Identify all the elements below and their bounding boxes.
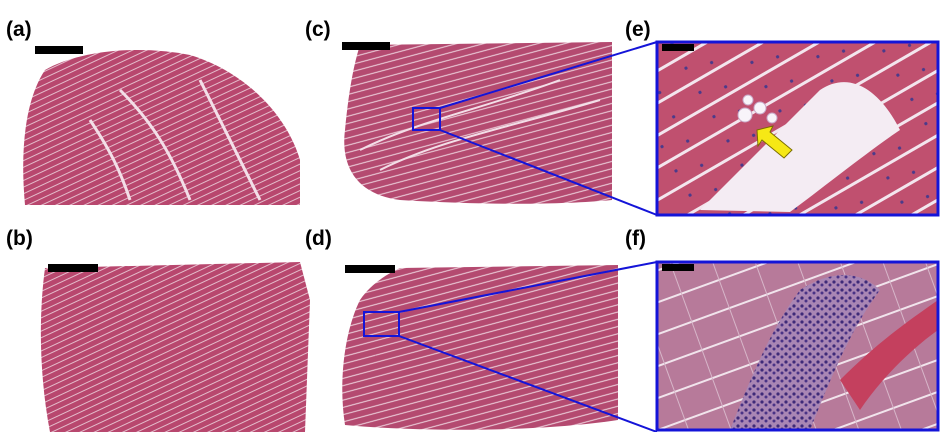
figure: (a) (b) (c) (d) (e) (f) bbox=[0, 0, 940, 432]
scale-bar bbox=[345, 265, 395, 273]
scale-bar bbox=[48, 264, 98, 272]
panel-label: (a) bbox=[6, 18, 32, 41]
scale-bar bbox=[342, 42, 390, 50]
panel-label: (d) bbox=[305, 227, 332, 250]
panel-label: (b) bbox=[6, 227, 33, 250]
scale-bar bbox=[35, 46, 83, 54]
panel-label: (c) bbox=[305, 18, 331, 41]
panel-label: (f) bbox=[625, 227, 646, 250]
tissue-section bbox=[344, 42, 612, 204]
panel-label: (e) bbox=[625, 18, 651, 41]
scale-bar bbox=[662, 264, 694, 271]
tissue-section bbox=[41, 262, 310, 432]
scale-bar bbox=[662, 44, 694, 51]
tissue-section bbox=[342, 265, 618, 430]
tissue-section bbox=[23, 50, 300, 205]
